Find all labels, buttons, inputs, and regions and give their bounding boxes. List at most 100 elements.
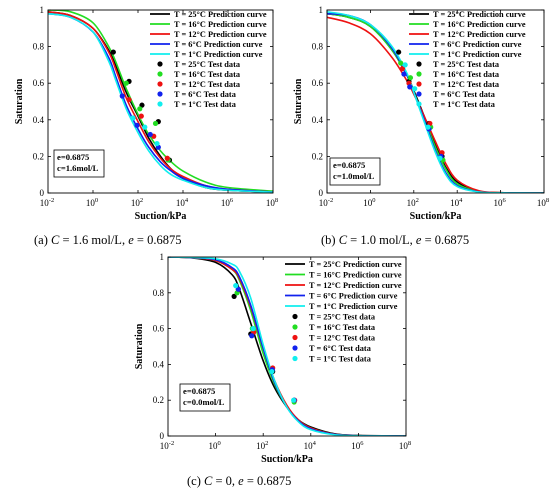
- legend-label: T = 1°C Prediction curve: [309, 302, 398, 311]
- panel-caption: (c) C = 0, e = 0.6875: [187, 474, 291, 488]
- plot-frame: [167, 256, 407, 437]
- x-tick-label: 108: [266, 197, 278, 208]
- caption-part: C: [204, 474, 213, 488]
- legend-label: T = 16°C Prediction curve: [174, 20, 267, 29]
- x-tick-label: 100: [208, 440, 220, 451]
- data-point-T1: [402, 62, 408, 68]
- plot-frame: [326, 9, 545, 194]
- caption-part: (b): [321, 233, 339, 247]
- y-tick-label: 0.6: [312, 78, 324, 88]
- y-tick-label: 0: [40, 188, 45, 198]
- data-point-T25: [231, 293, 237, 299]
- data-point-T6: [249, 333, 255, 339]
- annotation-box: [179, 383, 231, 412]
- legend-swatch-dot: [157, 91, 163, 97]
- x-tick-label: 102: [407, 197, 419, 208]
- legend-swatch-dot: [292, 355, 298, 362]
- y-tick-label: 0.2: [312, 151, 323, 161]
- legend-label: T = 1°C Prediction curve: [174, 50, 263, 59]
- x-tick-base: 10: [493, 198, 503, 208]
- caption-part: C: [339, 233, 348, 247]
- x-tick-base: 10: [266, 198, 276, 208]
- series-line-T1: [48, 12, 273, 193]
- y-tick-label: 0.4: [153, 359, 165, 369]
- caption-part: e: [238, 474, 244, 488]
- x-tick-label: 102: [256, 440, 268, 451]
- legend-label: T = 6°C Prediction curve: [433, 40, 522, 49]
- x-tick-exponent: 6: [502, 197, 506, 204]
- x-tick-base: 10: [40, 198, 50, 208]
- x-tick-base: 10: [351, 441, 361, 451]
- x-tick-base: 10: [304, 441, 314, 451]
- panel-caption: (b) C = 1.0 mol/L, e = 0.6875: [321, 233, 469, 247]
- data-point-T6: [147, 131, 153, 138]
- x-tick-label: 102: [131, 197, 143, 208]
- legend-swatch-dot: [416, 81, 422, 87]
- y-tick-label: 0.6: [33, 78, 45, 88]
- annotation-text: e=0.6875: [57, 152, 89, 162]
- series-line-T1: [168, 257, 406, 436]
- x-tick-label: 104: [304, 440, 317, 451]
- legend-label: T = 6°C Prediction curve: [309, 292, 398, 301]
- annotation-text: c=0.0mol/L: [183, 397, 225, 407]
- x-tick-base: 10: [319, 198, 329, 208]
- data-point-T1: [233, 283, 239, 289]
- caption-part: e: [416, 233, 422, 247]
- x-tick-label: 104: [450, 197, 463, 208]
- legend-label: T = 1°C Prediction curve: [433, 50, 522, 59]
- x-tick-exponent: 4: [185, 197, 189, 204]
- data-point-T25: [110, 49, 116, 55]
- x-tick-base: 10: [399, 441, 409, 451]
- data-point-T1: [437, 155, 443, 161]
- legend-label: T = 1°C Test data: [309, 355, 372, 364]
- legend-label: T = 6°C Test data: [433, 90, 496, 99]
- legend-label: T = 6°C Prediction curve: [174, 40, 263, 49]
- legend-label: T = 1°C Test data: [174, 100, 237, 109]
- x-tick-label: 106: [493, 197, 506, 208]
- series-line-T12: [327, 16, 544, 193]
- annotation-text: c=1.0mol/L: [333, 171, 375, 181]
- legend-label: T = 6°C Test data: [309, 344, 372, 353]
- x-tick-base: 10: [450, 198, 460, 208]
- data-point-T16: [137, 106, 143, 112]
- data-point-T12: [399, 65, 406, 72]
- legend-label: T = 12°C Prediction curve: [309, 281, 402, 290]
- y-tick-label: 0.8: [33, 42, 45, 52]
- legend-swatch-dot: [157, 71, 163, 77]
- legend-label: T = 25°C Test data: [433, 60, 500, 69]
- x-tick-base: 10: [256, 441, 266, 451]
- data-point-T1: [425, 124, 431, 130]
- x-tick-base: 10: [86, 198, 96, 208]
- data-point-T6: [134, 122, 140, 128]
- data-point-T12: [164, 155, 170, 161]
- x-tick-exponent: -2: [169, 440, 174, 447]
- data-point-T6: [401, 71, 407, 77]
- x-tick-exponent: 8: [408, 440, 411, 447]
- x-axis-label: Suction/kPa: [261, 454, 313, 465]
- series-line-T1: [327, 11, 544, 193]
- caption-part: (a): [34, 233, 51, 247]
- legend-swatch-dot: [416, 101, 422, 107]
- caption-part: e: [128, 233, 134, 247]
- annotation-text: e=0.6875: [183, 386, 215, 396]
- legend-label: T = 12°C Test data: [309, 334, 376, 343]
- x-tick-exponent: 2: [416, 197, 419, 204]
- x-tick-base: 10: [160, 441, 170, 451]
- x-tick-base: 10: [221, 198, 231, 208]
- x-tick-label: 106: [351, 440, 364, 451]
- legend-label: T = 25°C Test data: [309, 313, 376, 322]
- y-tick-label: 0: [319, 188, 324, 198]
- x-tick-label: 108: [399, 440, 411, 451]
- data-point-T16: [407, 75, 414, 81]
- annotation-text: c=1.6mol/L: [57, 163, 99, 173]
- x-tick-label: 10-2: [40, 197, 54, 208]
- legend-label: T = 25°C Prediction curve: [174, 10, 267, 19]
- legend-label: T = 16°C Test data: [433, 70, 500, 79]
- panel-caption: (a) C = 1.6 mol/L, e = 0.6875: [34, 233, 181, 247]
- x-tick-exponent: -2: [328, 197, 333, 204]
- plot-frame: [47, 9, 274, 194]
- y-tick-label: 0.8: [153, 288, 165, 298]
- caption-part: = 1.0 mol/L,: [347, 233, 416, 247]
- caption-part: = 0.6875: [244, 474, 292, 488]
